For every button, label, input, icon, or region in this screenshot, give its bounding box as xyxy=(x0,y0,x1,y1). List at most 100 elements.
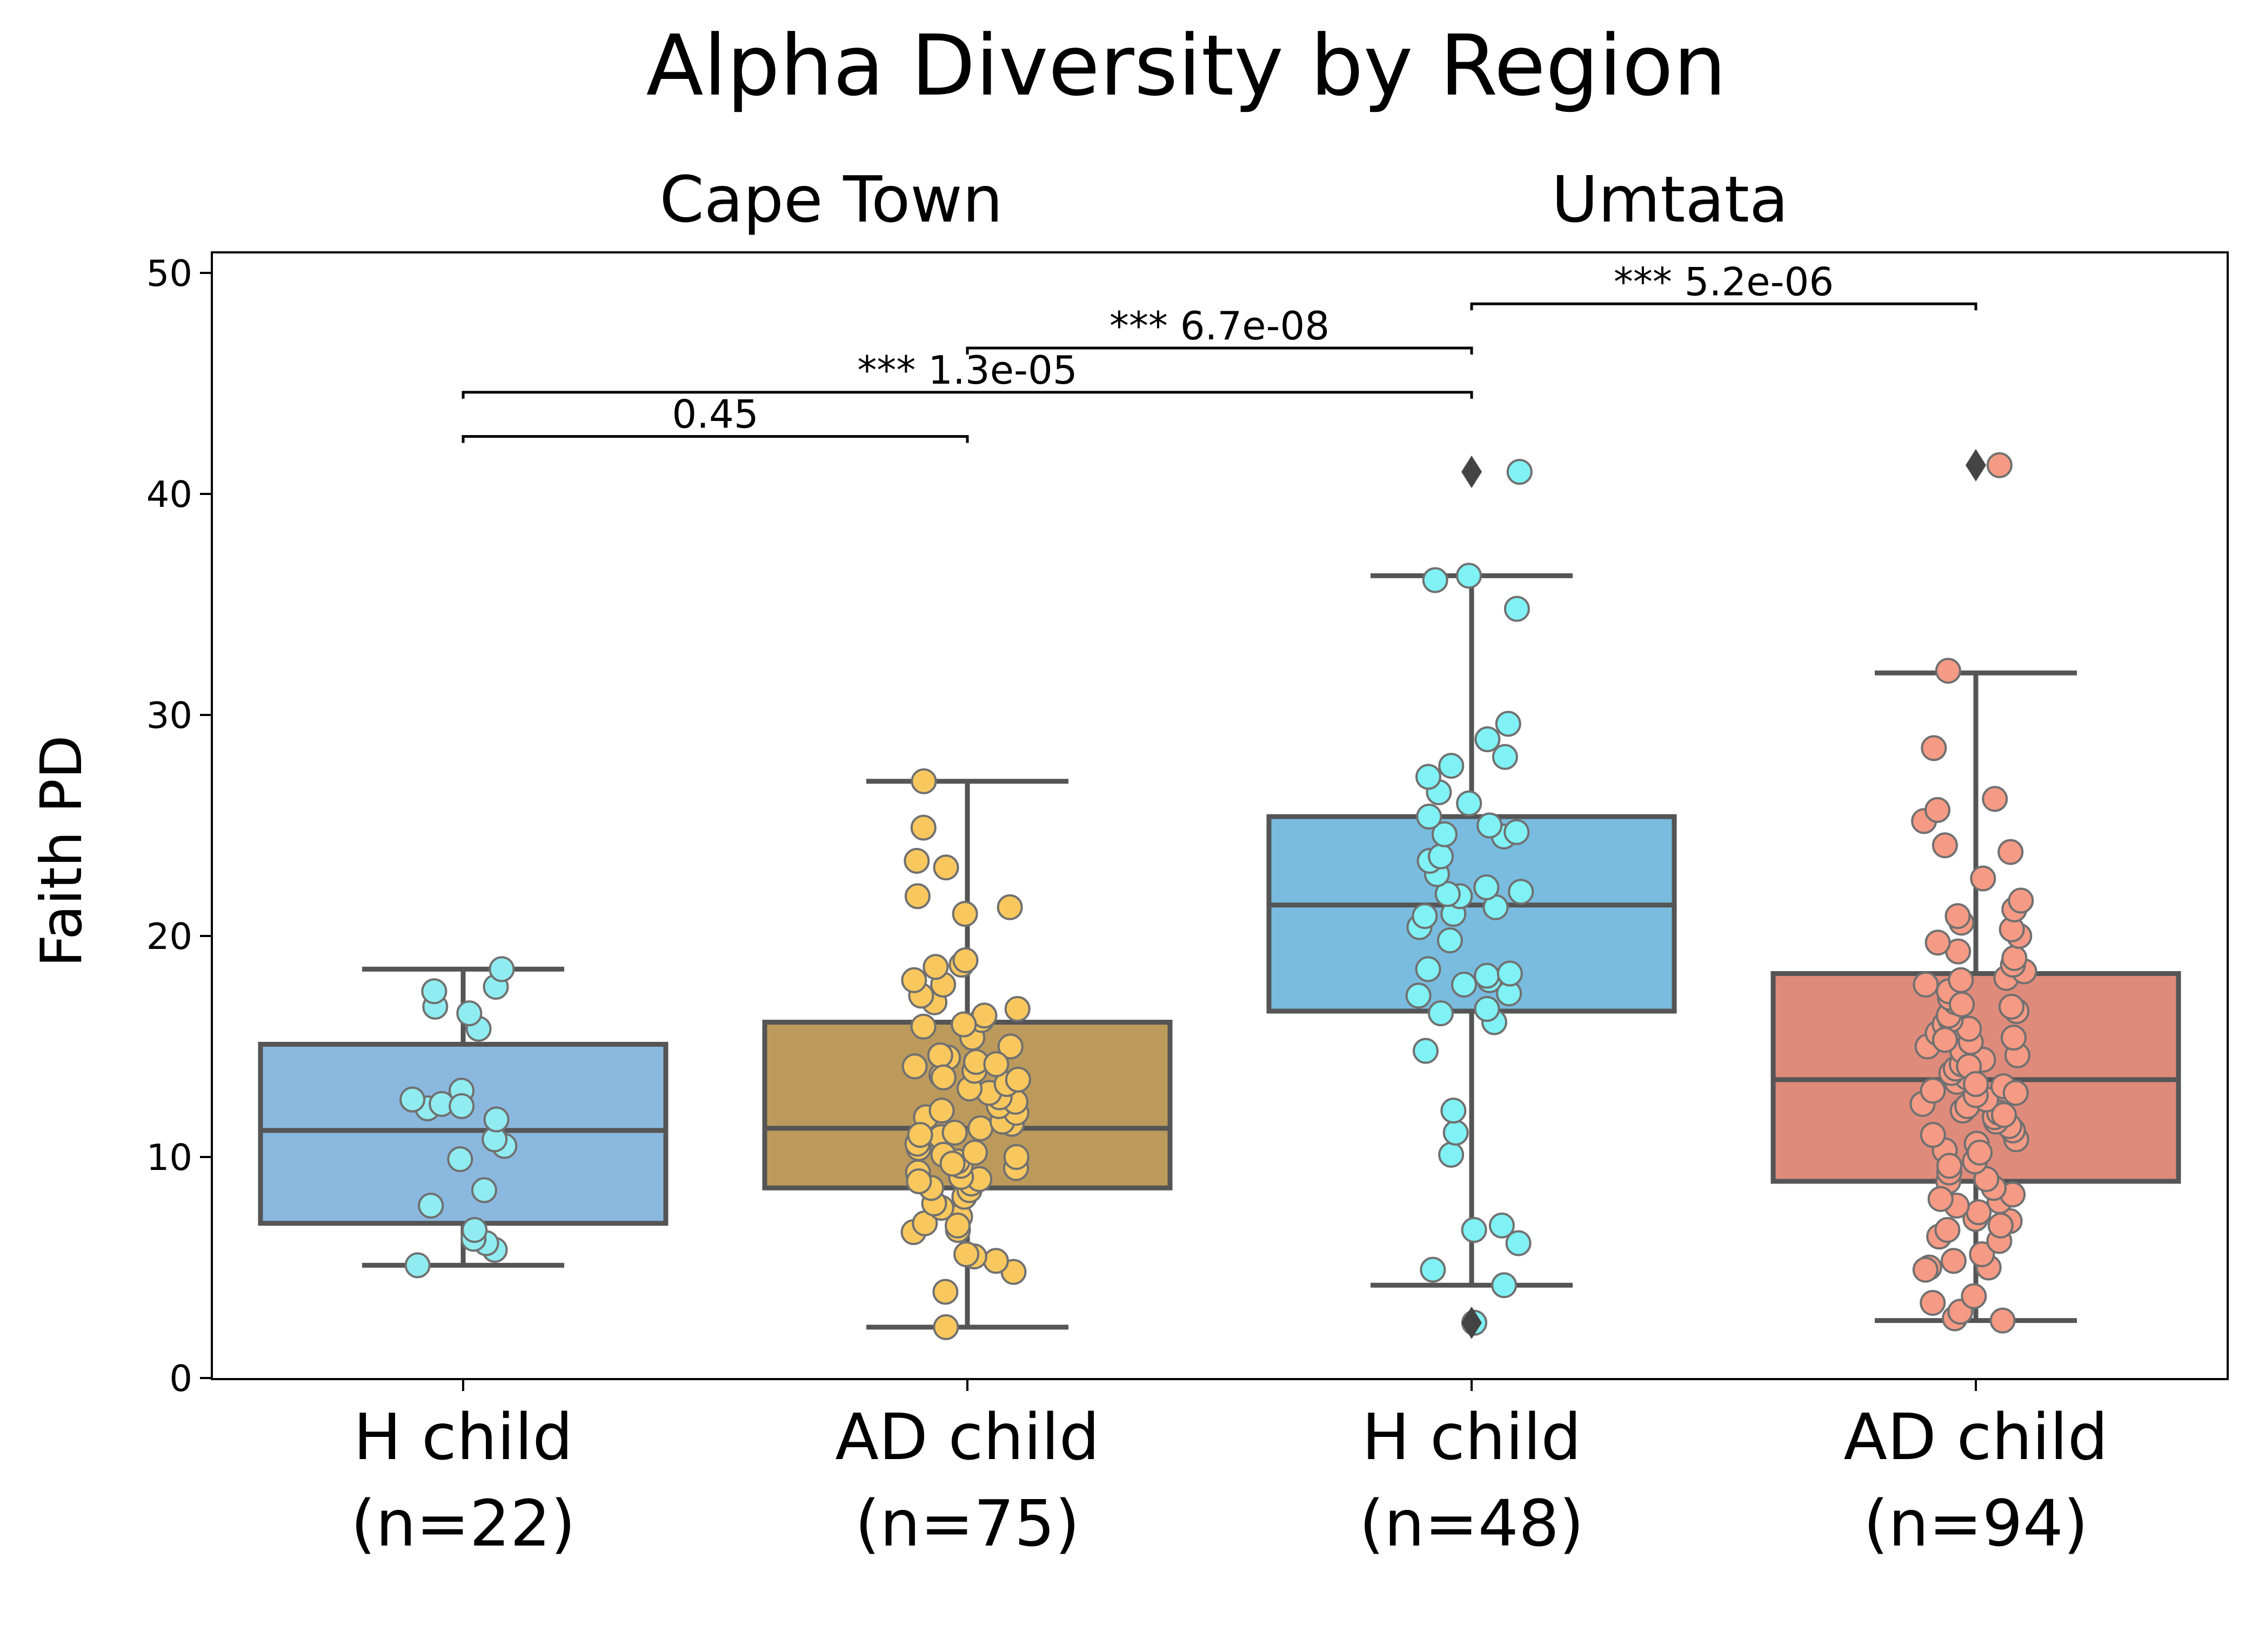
data-point xyxy=(1474,962,1500,989)
data-point xyxy=(1442,1120,1469,1146)
x-tick-count: (n=48) xyxy=(1359,1486,1584,1561)
data-point xyxy=(1412,903,1438,929)
data-point xyxy=(1503,596,1530,622)
data-point xyxy=(462,1216,488,1243)
x-tick-count: (n=22) xyxy=(351,1486,576,1561)
data-point xyxy=(1427,1000,1454,1027)
data-point xyxy=(1961,1283,1987,1309)
data-point xyxy=(997,894,1023,920)
y-axis-label: Faith PD xyxy=(29,735,95,967)
data-point xyxy=(1440,1098,1467,1124)
strip-points xyxy=(399,452,2037,1340)
annotation-bracket xyxy=(966,346,1473,355)
x-axis: H child (n=22) AD child (n=75) H child (n=48)… xyxy=(351,1379,2108,1561)
data-point xyxy=(1456,563,1482,589)
data-point xyxy=(1913,971,1939,998)
data-point xyxy=(1940,1248,1967,1274)
outlier-marker xyxy=(1461,1306,1482,1339)
y-tick-label: 40 xyxy=(146,473,192,516)
data-point xyxy=(961,1139,988,1166)
data-point xyxy=(1970,865,1996,892)
data-point xyxy=(1936,1153,1963,1179)
data-point xyxy=(1986,452,2013,478)
plot-frame xyxy=(211,251,2229,1380)
data-point xyxy=(483,1106,510,1133)
data-point xyxy=(1990,1102,2017,1128)
data-point xyxy=(1420,1256,1446,1283)
data-point xyxy=(1496,960,1523,987)
data-point xyxy=(1434,881,1461,907)
data-point xyxy=(1948,967,1974,993)
data-point xyxy=(952,901,978,927)
data-point xyxy=(997,1033,1024,1060)
box-0 xyxy=(258,966,669,1268)
data-point xyxy=(1422,567,1448,593)
data-point xyxy=(1415,764,1441,790)
data-point xyxy=(945,1212,971,1239)
data-point xyxy=(447,1146,473,1173)
data-point xyxy=(1920,1122,1946,1148)
box-plots xyxy=(258,573,2181,1330)
data-point xyxy=(1491,1272,1518,1299)
significance-annotations: 0.45 *** 1.3e-05 *** 6.7e-08 *** 5.2e-06 xyxy=(462,259,1977,443)
y-axis: 0 10 20 30 40 50 xyxy=(146,252,212,1400)
annotation-1: *** 1.3e-05 xyxy=(462,347,1473,399)
box-2 xyxy=(1266,573,1677,1288)
data-point xyxy=(1474,726,1501,752)
x-tick-label: H child xyxy=(353,1400,573,1474)
x-tick-label: AD child xyxy=(1843,1400,2108,1474)
data-point xyxy=(471,1177,497,1203)
data-point xyxy=(1912,1256,1939,1283)
data-point xyxy=(456,1000,483,1027)
data-point xyxy=(2001,945,2028,971)
data-point xyxy=(1474,995,1500,1022)
annotation-2: *** 6.7e-08 xyxy=(966,303,1473,355)
data-point xyxy=(1416,804,1442,830)
data-point xyxy=(1944,903,1971,929)
data-point xyxy=(1004,995,1031,1022)
data-point xyxy=(1987,1212,2014,1239)
data-point xyxy=(1506,459,1533,485)
data-point xyxy=(904,847,930,874)
annotation-bracket xyxy=(1470,302,1977,311)
data-point xyxy=(1927,1186,1954,1212)
data-point xyxy=(1436,927,1463,954)
annotation-0: 0.45 xyxy=(462,392,969,443)
data-point xyxy=(1935,658,1961,684)
outlier-marker xyxy=(1966,449,1986,481)
x-tick-label: AD child xyxy=(835,1400,1099,1474)
data-point xyxy=(418,1192,444,1219)
annotation-label: *** 6.7e-08 xyxy=(1110,303,1329,349)
y-tick-label: 10 xyxy=(146,1136,192,1179)
outlier-marker xyxy=(1461,456,1482,489)
data-point xyxy=(1427,843,1454,870)
data-point xyxy=(489,956,515,982)
data-point xyxy=(1476,812,1503,839)
data-point xyxy=(1431,821,1458,847)
data-point xyxy=(1495,711,1521,737)
annotation-label: *** 1.3e-05 xyxy=(857,347,1077,393)
data-point xyxy=(1982,786,2008,812)
data-point xyxy=(967,1115,994,1141)
group-label-cape-town: Cape Town xyxy=(659,162,1003,237)
data-point xyxy=(951,1011,977,1038)
data-point xyxy=(1969,1241,1995,1267)
y-tick-label: 50 xyxy=(146,252,192,295)
data-point xyxy=(1503,819,1530,845)
data-point xyxy=(1997,839,2024,865)
data-point xyxy=(1456,790,1482,817)
annotation-bracket xyxy=(462,391,1473,399)
data-point xyxy=(927,1042,953,1068)
data-point xyxy=(1492,744,1518,770)
data-point xyxy=(1003,1144,1030,1170)
data-point xyxy=(1005,1066,1031,1093)
x-tick-label: H child xyxy=(1362,1400,1581,1474)
data-point xyxy=(1924,797,1950,823)
data-point xyxy=(941,1120,968,1146)
data-point xyxy=(939,1151,966,1177)
data-point xyxy=(449,1093,475,1119)
data-point xyxy=(1967,1139,1993,1166)
data-point xyxy=(933,854,959,881)
data-point xyxy=(928,1098,955,1124)
